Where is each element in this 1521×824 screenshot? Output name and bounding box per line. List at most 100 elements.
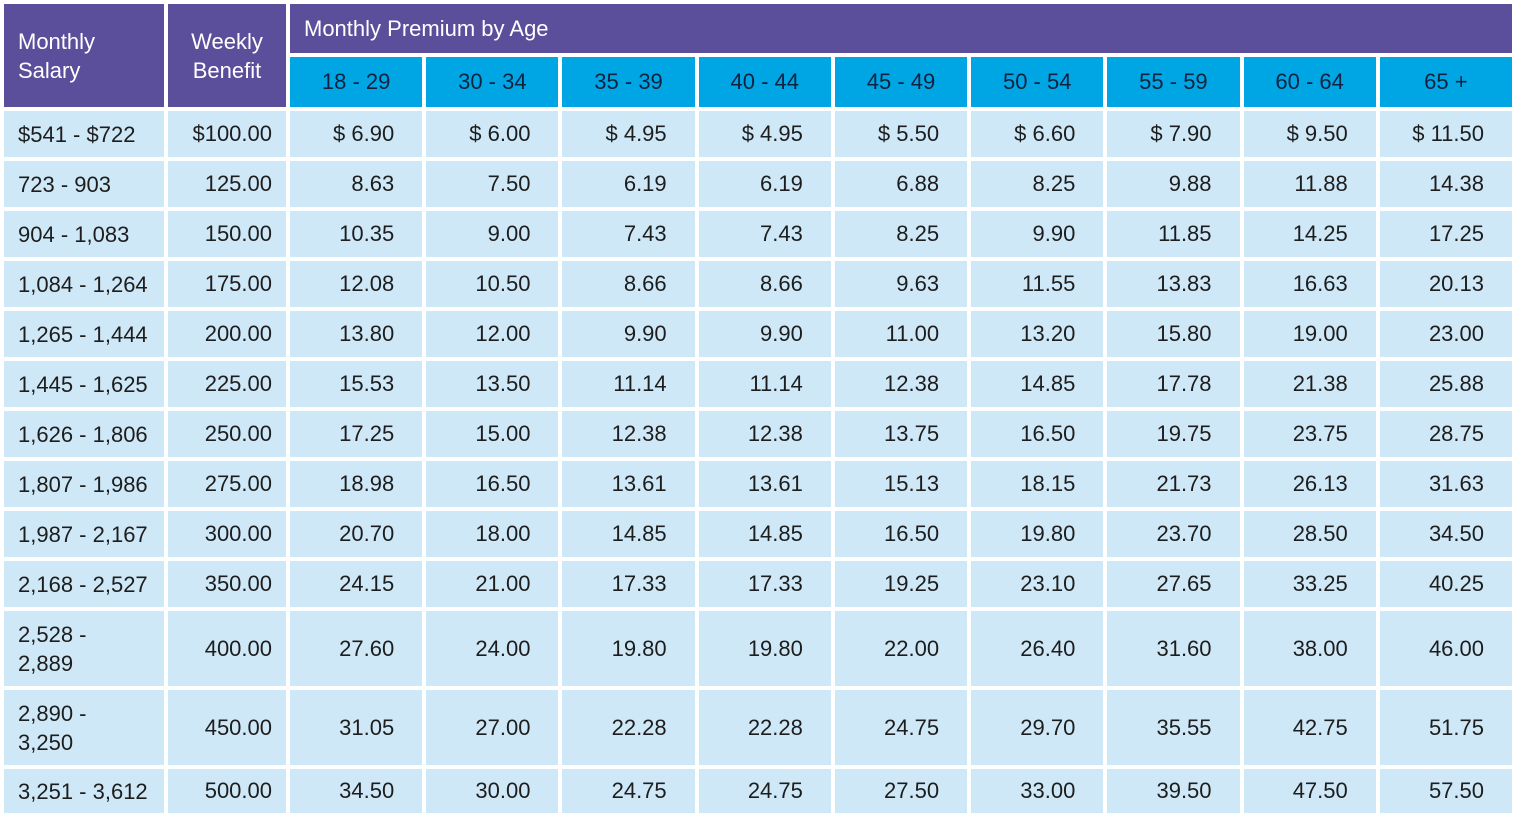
premium-cell: 6.19 <box>698 161 831 207</box>
premium-cell: $ 9.50 <box>1243 111 1376 157</box>
premium-cell: 8.25 <box>834 211 968 257</box>
premium-cell: 29.70 <box>971 690 1104 765</box>
table-row: 1,807 - 1,986 275.00 18.98 16.50 13.61 13.61 1… <box>4 461 1512 507</box>
premium-cell: 12.38 <box>562 411 695 457</box>
weekly-benefit-cell: 300.00 <box>168 511 286 557</box>
premium-cell: 11.14 <box>562 361 695 407</box>
table-row: 2,890 - 3,250 450.00 31.05 27.00 22.28 22.28 2… <box>4 690 1512 765</box>
weekly-benefit-cell: 225.00 <box>168 361 286 407</box>
premium-cell: 9.90 <box>562 311 695 357</box>
premium-cell: 20.13 <box>1379 261 1512 307</box>
premium-cell: 19.80 <box>562 611 695 686</box>
premium-cell: 18.98 <box>290 461 423 507</box>
premium-cell: 6.88 <box>834 161 968 207</box>
premium-cell: 9.90 <box>971 211 1104 257</box>
age-band-header: 60 - 64 <box>1243 57 1376 107</box>
premium-cell: 40.25 <box>1379 561 1512 607</box>
premium-cell: 17.33 <box>562 561 695 607</box>
premium-cell: $ 5.50 <box>834 111 968 157</box>
premium-cell: 15.80 <box>1107 311 1240 357</box>
premium-cell: 11.55 <box>971 261 1104 307</box>
premium-cell: 9.88 <box>1107 161 1240 207</box>
premium-cell: 27.60 <box>290 611 423 686</box>
premium-cell: 7.43 <box>698 211 831 257</box>
premium-cell: 7.50 <box>426 161 559 207</box>
premium-cell: 23.00 <box>1379 311 1512 357</box>
premium-cell: 46.00 <box>1379 611 1512 686</box>
premium-cell: 13.83 <box>1107 261 1240 307</box>
premium-cell: 30.00 <box>426 769 559 813</box>
premium-cell: 10.35 <box>290 211 423 257</box>
table-row: 3,251 - 3,612 500.00 34.50 30.00 24.75 24.75 2… <box>4 769 1512 813</box>
table-row: 1,626 - 1,806 250.00 17.25 15.00 12.38 12.38 1… <box>4 411 1512 457</box>
weekly-benefit-cell: 400.00 <box>168 611 286 686</box>
premium-cell: 16.50 <box>426 461 559 507</box>
premium-cell: 10.50 <box>426 261 559 307</box>
premium-cell: 27.00 <box>426 690 559 765</box>
monthly-salary-header: Monthly Salary <box>4 4 164 107</box>
monthly-salary-cell: 1,265 - 1,444 <box>4 311 164 357</box>
premium-cell: 39.50 <box>1107 769 1240 813</box>
age-band-header: 65 + <box>1379 57 1512 107</box>
premium-cell: 47.50 <box>1243 769 1376 813</box>
monthly-salary-cell: 904 - 1,083 <box>4 211 164 257</box>
table-row: 2,168 - 2,527 350.00 24.15 21.00 17.33 17.33 1… <box>4 561 1512 607</box>
premium-cell: 13.75 <box>834 411 968 457</box>
age-band-header: 40 - 44 <box>698 57 831 107</box>
table-row: 723 - 903 125.00 8.63 7.50 6.19 6.19 6.88 8.25 9… <box>4 161 1512 207</box>
premium-cell: 12.38 <box>698 411 831 457</box>
premium-cell: 13.80 <box>290 311 423 357</box>
premium-cell: 12.00 <box>426 311 559 357</box>
weekly-benefit-cell: 350.00 <box>168 561 286 607</box>
table-row: 904 - 1,083 150.00 10.35 9.00 7.43 7.43 8.25 9.… <box>4 211 1512 257</box>
table-row: 2,528 - 2,889 400.00 27.60 24.00 19.80 19.80 2… <box>4 611 1512 686</box>
premium-cell: 24.15 <box>290 561 423 607</box>
premium-cell: 33.00 <box>971 769 1104 813</box>
table-row: $541 - $722 $100.00 $ 6.90 $ 6.00 $ 4.95 $ 4.… <box>4 111 1512 157</box>
premium-cell: 28.75 <box>1379 411 1512 457</box>
premium-cell: 9.00 <box>426 211 559 257</box>
premium-cell: 57.50 <box>1379 769 1512 813</box>
weekly-benefit-cell: 275.00 <box>168 461 286 507</box>
premium-cell: 51.75 <box>1379 690 1512 765</box>
premium-cell: 9.90 <box>698 311 831 357</box>
table-row: 1,084 - 1,264 175.00 12.08 10.50 8.66 8.66 9.6… <box>4 261 1512 307</box>
premium-cell: 24.75 <box>698 769 831 813</box>
premium-cell: 38.00 <box>1243 611 1376 686</box>
monthly-salary-cell: 1,807 - 1,986 <box>4 461 164 507</box>
premium-cell: 21.73 <box>1107 461 1240 507</box>
premium-cell: 18.00 <box>426 511 559 557</box>
premium-cell: $ 6.90 <box>290 111 423 157</box>
premium-cell: $ 6.60 <box>971 111 1104 157</box>
premium-cell: 19.80 <box>971 511 1104 557</box>
weekly-benefit-cell: 175.00 <box>168 261 286 307</box>
weekly-benefit-cell: 500.00 <box>168 769 286 813</box>
premium-cell: 11.00 <box>834 311 968 357</box>
table-row: 1,987 - 2,167 300.00 20.70 18.00 14.85 14.85 1… <box>4 511 1512 557</box>
premium-cell: 24.00 <box>426 611 559 686</box>
premium-cell: 14.85 <box>562 511 695 557</box>
premium-cell: 22.28 <box>562 690 695 765</box>
premium-cell: 8.25 <box>971 161 1104 207</box>
premium-cell: 23.10 <box>971 561 1104 607</box>
premium-cell: 19.80 <box>698 611 831 686</box>
premium-cell: 11.88 <box>1243 161 1376 207</box>
monthly-salary-cell: 1,626 - 1,806 <box>4 411 164 457</box>
premium-cell: 8.66 <box>562 261 695 307</box>
age-band-header: 35 - 39 <box>562 57 695 107</box>
weekly-benefit-cell: 450.00 <box>168 690 286 765</box>
premium-cell: $ 6.00 <box>426 111 559 157</box>
premium-cell: 34.50 <box>290 769 423 813</box>
premium-cell: 24.75 <box>834 690 968 765</box>
premium-cell: 15.00 <box>426 411 559 457</box>
age-band-header: 55 - 59 <box>1107 57 1240 107</box>
premium-cell: 8.63 <box>290 161 423 207</box>
premium-cell: 23.70 <box>1107 511 1240 557</box>
premium-cell: 12.38 <box>834 361 968 407</box>
premium-cell: 27.65 <box>1107 561 1240 607</box>
premium-cell: 12.08 <box>290 261 423 307</box>
premium-cell: 26.40 <box>971 611 1104 686</box>
premium-cell: $ 11.50 <box>1379 111 1512 157</box>
premium-cell: 17.78 <box>1107 361 1240 407</box>
